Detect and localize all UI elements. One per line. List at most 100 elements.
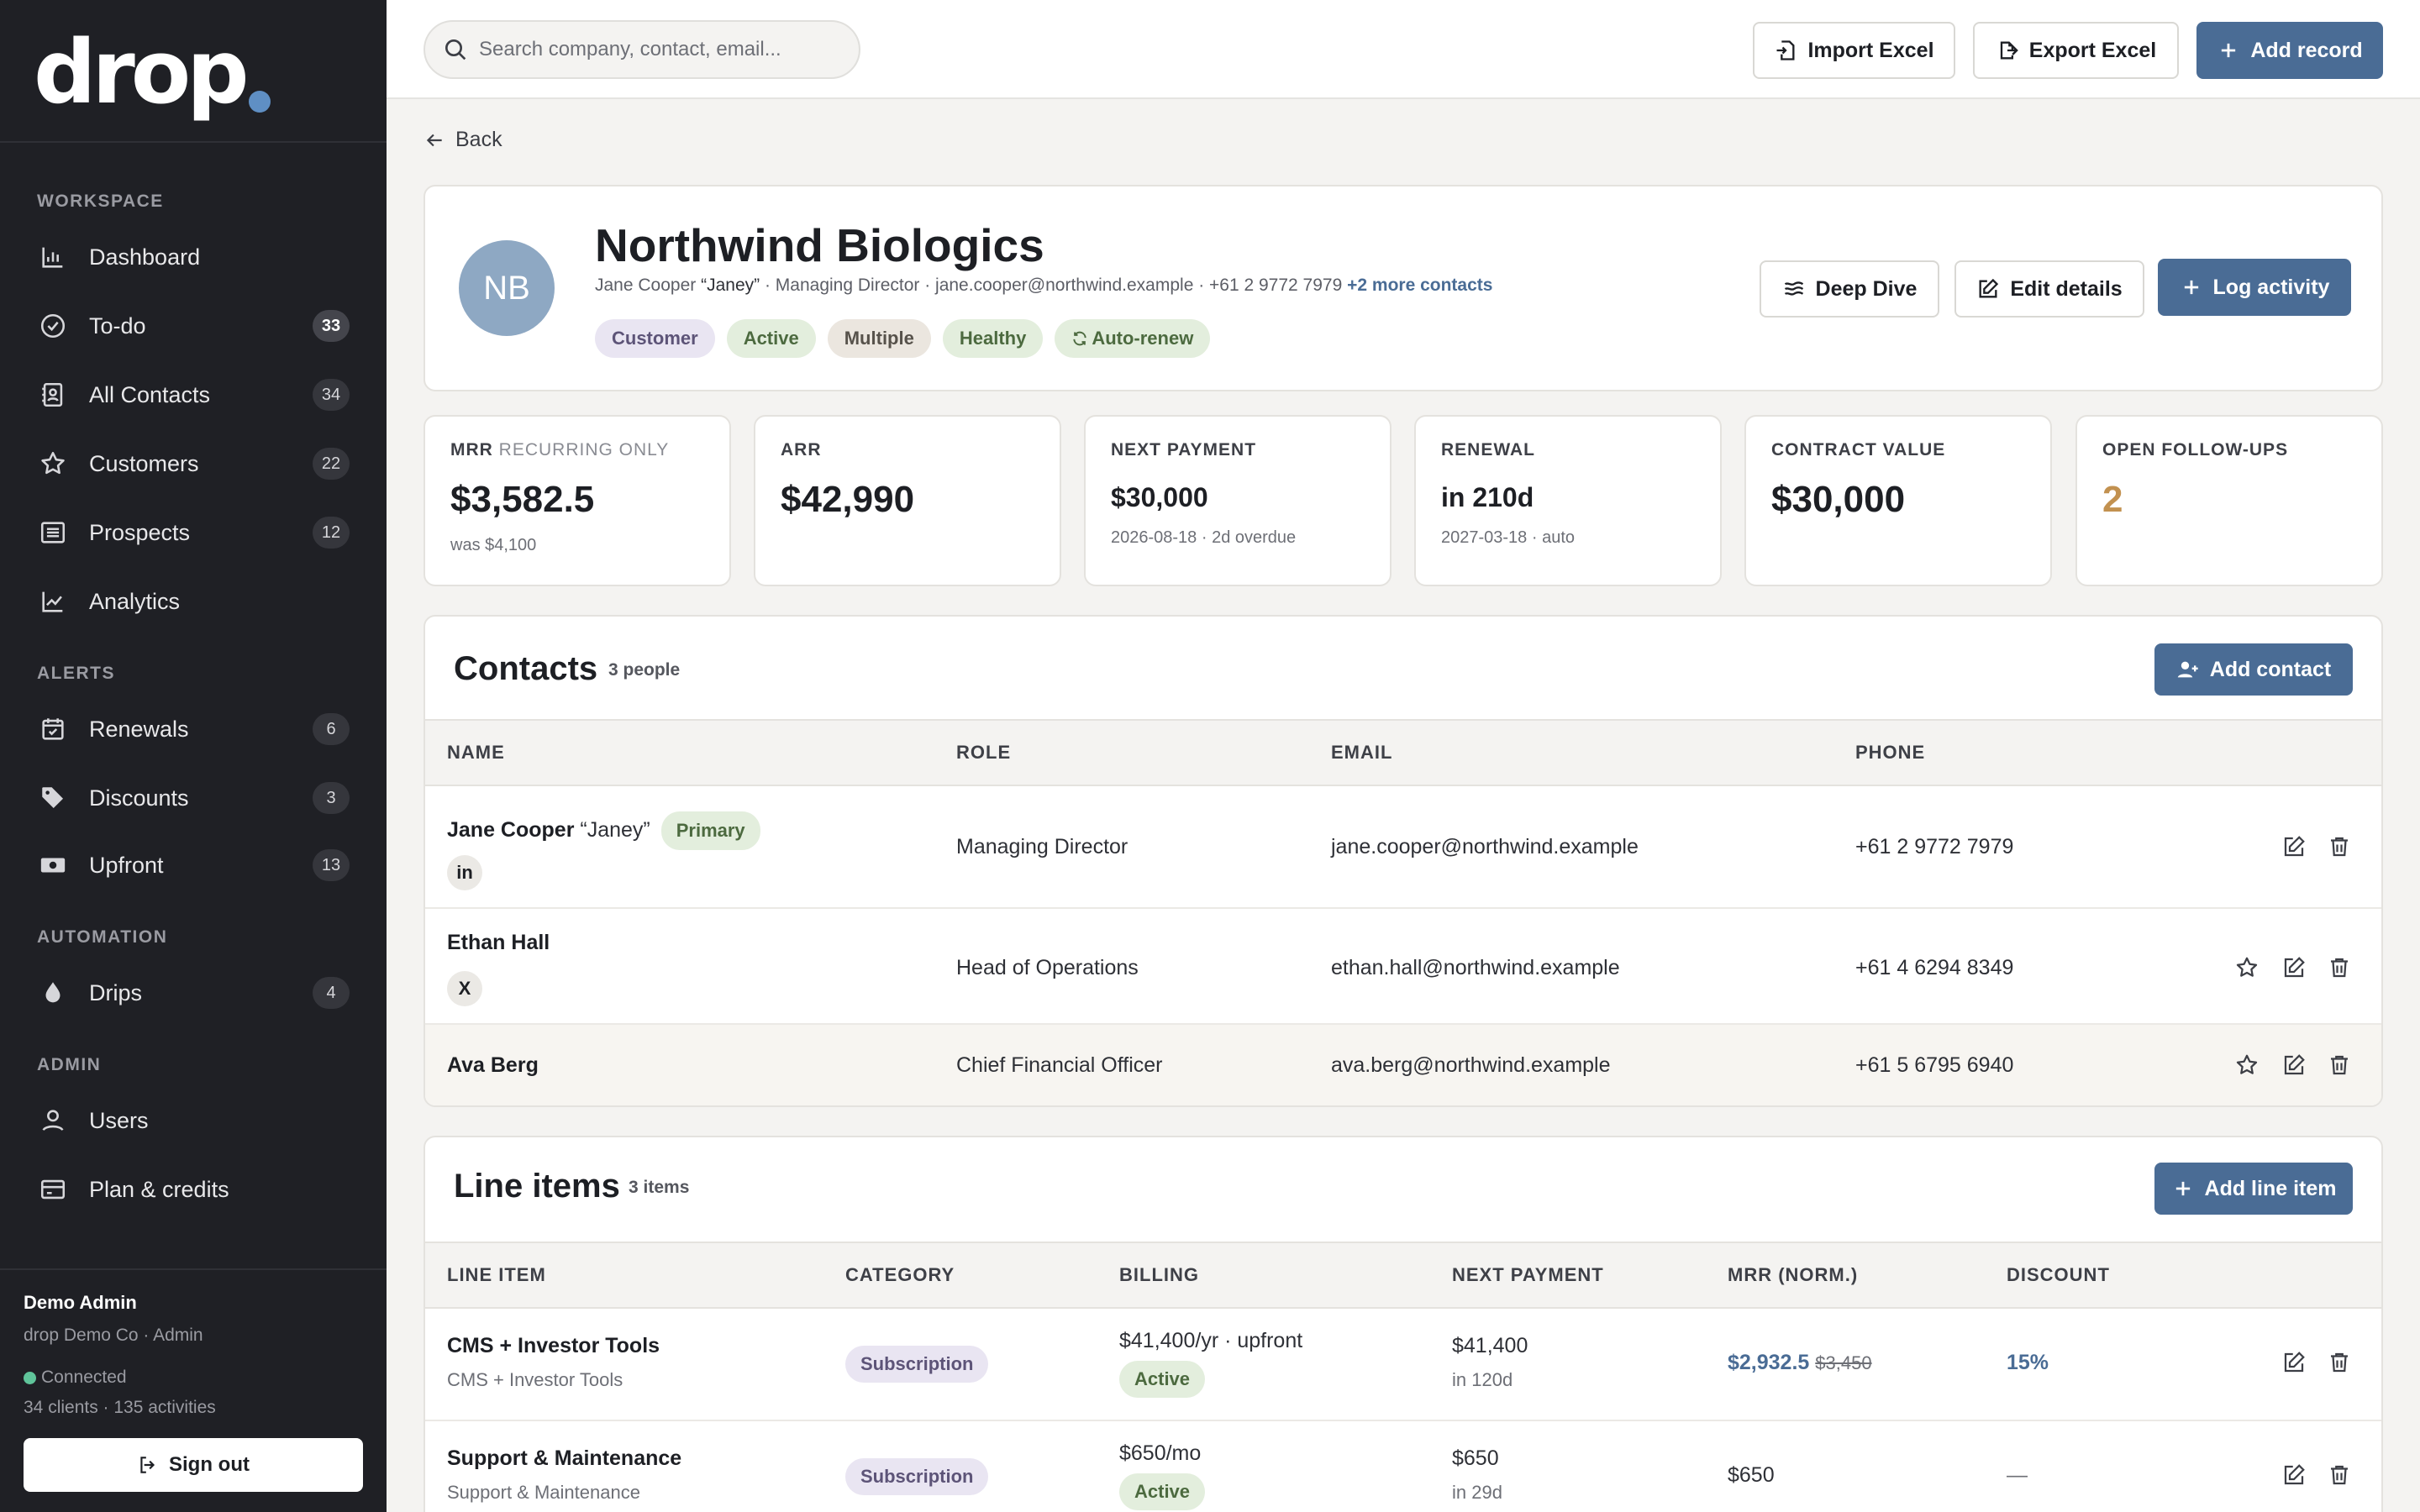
check-circle-icon bbox=[37, 310, 69, 342]
contact-email[interactable]: ethan.hall@northwind.example bbox=[1331, 956, 1620, 979]
column-header-phone[interactable]: PHONE bbox=[1855, 742, 1926, 763]
primary-contact-details: · Managing Director · jane.cooper@northw… bbox=[764, 276, 1343, 295]
add-line-item-button[interactable]: Add line item bbox=[2154, 1163, 2353, 1215]
edit-details-button[interactable]: Edit details bbox=[1954, 260, 2144, 318]
column-header-discount[interactable]: DISCOUNT bbox=[2007, 1264, 2110, 1285]
sidebar-item-dashboard[interactable]: Dashboard bbox=[37, 234, 350, 281]
import-excel-button[interactable]: Import Excel bbox=[1753, 22, 1955, 79]
arrow-left-icon bbox=[426, 134, 442, 146]
edit-icon[interactable] bbox=[2279, 1347, 2309, 1378]
stat-sub: was $4,100 bbox=[450, 536, 537, 554]
column-header-name[interactable]: NAME bbox=[447, 742, 505, 763]
contact-name-cell: Ethan Hall bbox=[447, 931, 550, 955]
import-file-icon bbox=[1776, 40, 1795, 60]
nav-badge: 13 bbox=[313, 849, 350, 881]
edit-icon[interactable] bbox=[2279, 1050, 2309, 1080]
column-header-line-item[interactable]: LINE ITEM bbox=[447, 1264, 546, 1285]
nav-badge: 22 bbox=[313, 448, 350, 480]
trash-icon[interactable] bbox=[2324, 1347, 2354, 1378]
top-bar: Import Excel Export Excel Add record bbox=[387, 0, 2420, 99]
x-twitter-icon[interactable]: X bbox=[447, 971, 482, 1006]
deep-dive-button[interactable]: Deep Dive bbox=[1760, 260, 1939, 318]
log-activity-button[interactable]: Log activity bbox=[2158, 259, 2351, 316]
add-record-button[interactable]: Add record bbox=[2196, 22, 2383, 79]
edit-icon[interactable] bbox=[2279, 953, 2309, 983]
category-badge: Subscription bbox=[845, 1458, 989, 1495]
user-icon bbox=[37, 1105, 69, 1137]
sidebar-item-analytics[interactable]: Analytics bbox=[37, 578, 350, 625]
sidebar-item-users[interactable]: Users bbox=[37, 1097, 350, 1144]
trash-icon[interactable] bbox=[2324, 953, 2354, 983]
primary-contact-line: Jane Cooper “Janey” · Managing Director … bbox=[595, 276, 1492, 296]
sidebar-item-customers[interactable]: Customers 22 bbox=[37, 440, 350, 487]
contact-email[interactable]: ava.berg@northwind.example bbox=[1331, 1053, 1611, 1077]
edit-icon[interactable] bbox=[2279, 1460, 2309, 1490]
mrr-value: $650 bbox=[1728, 1463, 1775, 1487]
column-header-role[interactable]: ROLE bbox=[956, 742, 1012, 763]
table-row[interactable]: Jane Cooper “Janey” Primary in Managing … bbox=[425, 786, 2381, 909]
table-row[interactable]: Ava Berg Chief Financial Officer ava.ber… bbox=[425, 1025, 2381, 1105]
trash-icon[interactable] bbox=[2324, 1460, 2354, 1490]
column-header-mrr[interactable]: MRR (NORM.) bbox=[1728, 1264, 1859, 1285]
credit-card-icon bbox=[37, 1173, 69, 1205]
sign-out-label: Sign out bbox=[169, 1453, 250, 1476]
sidebar-item-discounts[interactable]: Discounts 3 bbox=[37, 774, 350, 822]
status-dot bbox=[24, 1371, 36, 1384]
export-excel-button[interactable]: Export Excel bbox=[1973, 22, 2179, 79]
next-payment-due-text: in 120d bbox=[1452, 1369, 1513, 1390]
mrr-original: $3,450 bbox=[1815, 1352, 1872, 1373]
contact-phone[interactable]: +61 4 6294 8349 bbox=[1855, 956, 2014, 979]
sidebar-item-prospects[interactable]: Prospects 12 bbox=[37, 509, 350, 556]
more-contacts-link[interactable]: +2 more contacts bbox=[1347, 276, 1493, 295]
search-box[interactable] bbox=[424, 20, 860, 79]
contact-phone[interactable]: +61 5 6795 6940 bbox=[1855, 1053, 2014, 1077]
star-icon[interactable] bbox=[2232, 953, 2262, 983]
search-input[interactable] bbox=[479, 38, 849, 61]
table-row[interactable]: Support & Maintenance Support & Maintena… bbox=[425, 1421, 2381, 1512]
company-tags: Customer Active Multiple Healthy Auto-re… bbox=[595, 319, 1222, 358]
linkedin-icon[interactable]: in bbox=[447, 855, 482, 890]
line-item-name: Support & Maintenance bbox=[447, 1446, 681, 1471]
next-payment-due: in 29d bbox=[1452, 1480, 1502, 1504]
trash-icon[interactable] bbox=[2324, 1050, 2354, 1080]
sidebar-item-label: Analytics bbox=[89, 588, 181, 614]
contact-email[interactable]: jane.cooper@northwind.example bbox=[1331, 835, 1639, 858]
add-contact-button[interactable]: Add contact bbox=[2154, 643, 2353, 696]
stat-label-qualifier: RECURRING ONLY bbox=[498, 440, 670, 459]
sidebar-item-renewals[interactable]: Renewals 6 bbox=[37, 706, 350, 753]
contact-role: Managing Director bbox=[956, 835, 1128, 858]
trash-icon[interactable] bbox=[2324, 832, 2354, 862]
edit-icon bbox=[1979, 278, 1999, 298]
tag-healthy: Healthy bbox=[942, 319, 1044, 358]
sidebar-item-plan-credits[interactable]: Plan & credits bbox=[37, 1166, 350, 1213]
sidebar-item-todo[interactable]: To-do 33 bbox=[37, 302, 350, 349]
sidebar-item-all-contacts[interactable]: All Contacts 34 bbox=[37, 371, 350, 418]
category-cell: Subscription bbox=[845, 1458, 989, 1495]
contact-phone[interactable]: +61 2 9772 7979 bbox=[1855, 835, 2014, 858]
table-row[interactable]: Ethan Hall X Head of Operations ethan.ha… bbox=[425, 909, 2381, 1025]
table-row[interactable]: CMS + Investor Tools CMS + Investor Tool… bbox=[425, 1309, 2381, 1421]
sidebar-item-upfront[interactable]: Upfront 13 bbox=[37, 842, 350, 889]
deep-dive-label: Deep Dive bbox=[1815, 276, 1918, 301]
edit-icon[interactable] bbox=[2279, 832, 2309, 862]
plus-icon bbox=[2184, 280, 2198, 295]
contact-name: Ethan Hall bbox=[447, 931, 550, 954]
sign-out-button[interactable]: Sign out bbox=[24, 1438, 363, 1492]
drop-logo[interactable]: drop bbox=[34, 29, 271, 116]
tag-active: Active bbox=[726, 319, 816, 358]
mrr-value: $2,932.5 bbox=[1728, 1351, 1810, 1374]
column-header-billing[interactable]: BILLING bbox=[1119, 1264, 1199, 1285]
nav-badge: 6 bbox=[313, 713, 350, 745]
stat-value: $30,000 bbox=[1111, 482, 1208, 512]
column-header-email[interactable]: EMAIL bbox=[1331, 742, 1393, 763]
billing-text: $41,400/yr · upfront bbox=[1119, 1329, 1303, 1352]
star-icon[interactable] bbox=[2232, 1050, 2262, 1080]
next-payment-due-text: in 29d bbox=[1452, 1482, 1502, 1503]
connection-status: Connected bbox=[24, 1368, 368, 1388]
add-contact-label: Add contact bbox=[2209, 657, 2332, 681]
sidebar-item-label: All Contacts bbox=[89, 381, 211, 407]
column-header-category[interactable]: CATEGORY bbox=[845, 1264, 955, 1285]
sidebar-item-drips[interactable]: Drips 4 bbox=[37, 969, 350, 1016]
back-link[interactable]: Back bbox=[424, 128, 502, 152]
column-header-next-payment[interactable]: NEXT PAYMENT bbox=[1452, 1264, 1604, 1285]
